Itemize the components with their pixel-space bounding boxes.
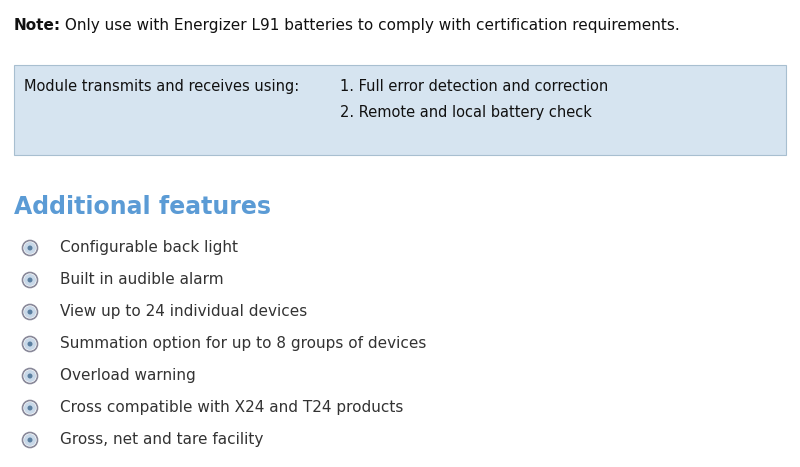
Text: Gross, net and tare facility: Gross, net and tare facility (60, 432, 263, 447)
Text: 1. Full error detection and correction: 1. Full error detection and correction (340, 79, 608, 94)
Text: 2. Remote and local battery check: 2. Remote and local battery check (340, 105, 592, 120)
Circle shape (27, 438, 33, 443)
Text: Note:: Note: (14, 18, 61, 33)
Text: Configurable back light: Configurable back light (60, 240, 238, 255)
Circle shape (24, 370, 36, 382)
Circle shape (24, 402, 36, 414)
Circle shape (27, 277, 33, 283)
Text: Built in audible alarm: Built in audible alarm (60, 272, 224, 287)
Circle shape (24, 338, 36, 350)
Circle shape (27, 374, 33, 378)
Circle shape (24, 274, 36, 286)
Circle shape (24, 434, 36, 446)
Text: Additional features: Additional features (14, 195, 271, 219)
Text: Summation option for up to 8 groups of devices: Summation option for up to 8 groups of d… (60, 336, 426, 351)
Text: Module transmits and receives using:: Module transmits and receives using: (24, 79, 299, 94)
Text: Overload warning: Overload warning (60, 368, 196, 383)
Text: Cross compatible with X24 and T24 products: Cross compatible with X24 and T24 produc… (60, 400, 403, 415)
Circle shape (27, 341, 33, 347)
Circle shape (27, 405, 33, 410)
FancyBboxPatch shape (14, 65, 786, 155)
Circle shape (27, 310, 33, 314)
Circle shape (24, 242, 36, 254)
Text: View up to 24 individual devices: View up to 24 individual devices (60, 304, 307, 319)
Text: Only use with Energizer L91 batteries to comply with certification requirements.: Only use with Energizer L91 batteries to… (60, 18, 680, 33)
Circle shape (24, 306, 36, 318)
Circle shape (27, 246, 33, 250)
